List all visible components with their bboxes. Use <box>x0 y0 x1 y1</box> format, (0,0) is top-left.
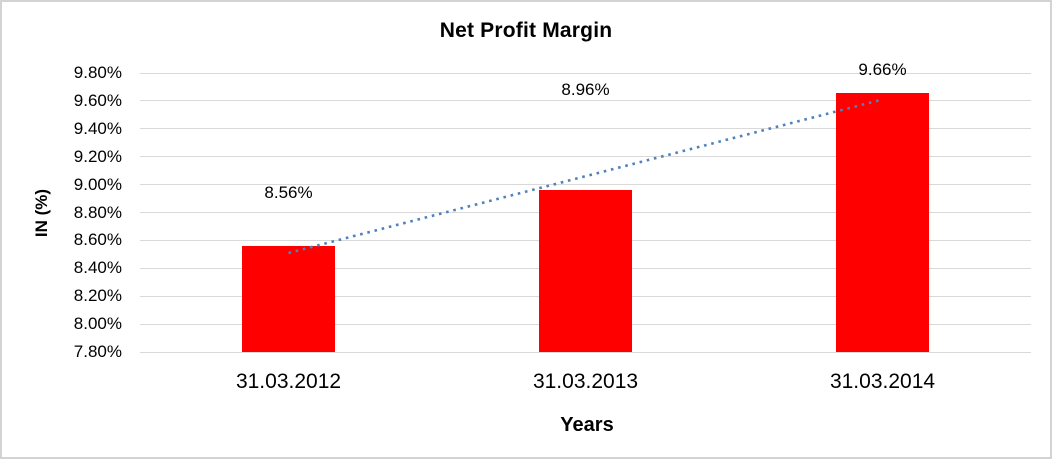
y-axis-tick-label: 8.20% <box>73 286 122 306</box>
y-axis-tick-label: 9.00% <box>73 174 122 194</box>
bar <box>242 245 335 352</box>
x-axis-category-label: 31.03.2012 <box>235 370 342 393</box>
x-axis-category-label: 31.03.2014 <box>829 370 936 393</box>
data-label: 8.96% <box>561 80 610 100</box>
gridline <box>140 72 1031 74</box>
x-axis-category-label: 31.03.2013 <box>532 370 639 393</box>
y-axis-tick-label: 9.60% <box>73 90 122 110</box>
data-label: 9.66% <box>858 59 907 79</box>
y-axis-tick-label: 9.40% <box>73 118 122 138</box>
bar <box>836 92 929 352</box>
y-axis-tick-label: 9.20% <box>73 146 122 166</box>
chart-title: Net Profit Margin <box>439 19 613 42</box>
y-axis-tick-label: 7.80% <box>73 342 122 361</box>
data-label: 8.56% <box>264 182 313 202</box>
y-axis-tick-label: 8.40% <box>73 258 122 278</box>
bar <box>539 190 632 352</box>
y-axis-tick-label: 8.80% <box>73 202 122 222</box>
y-axis-tick-label: 8.00% <box>73 314 122 334</box>
y-axis-tick-label: 9.80% <box>73 63 122 82</box>
gridline <box>140 351 1031 353</box>
x-axis-title: Years <box>560 414 614 436</box>
y-axis-tick-label: 8.60% <box>73 230 122 250</box>
